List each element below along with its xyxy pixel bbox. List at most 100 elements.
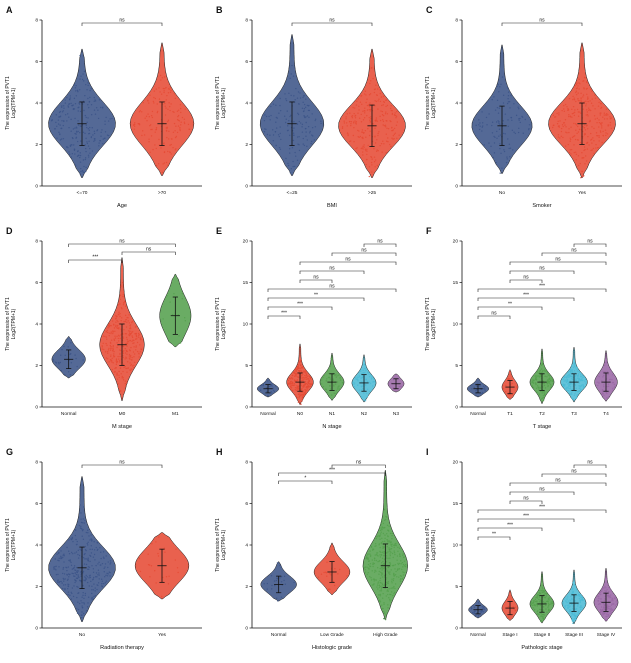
error-bar — [473, 605, 483, 615]
panel-D: D 0 2 4 6 8 The expression of PVT1Log2(TPM+1) M… — [5, 226, 202, 430]
x-tick-label: T1 — [507, 411, 513, 417]
y-tick-label: 5 — [455, 363, 458, 369]
significance-label: ** — [314, 293, 318, 299]
error-bar — [170, 296, 180, 335]
significance-label: ** — [492, 532, 496, 538]
x-axis-title: Smoker — [532, 203, 551, 209]
significance-label: ns — [146, 247, 152, 253]
panel-I: I 0 5 10 15 20 The expression of PVT1Log2(TPM+… — [425, 447, 622, 651]
error-bar — [601, 592, 611, 612]
significance-label: ns — [539, 487, 545, 493]
significance-bracket — [68, 259, 123, 263]
y-tick-label: 5 — [245, 363, 248, 369]
error-bar — [601, 372, 611, 392]
y-tick-label: 2 — [245, 142, 248, 148]
x-tick-label: N1 — [329, 411, 335, 417]
x-tick-label: Yes — [158, 632, 166, 638]
significance-label: *** — [92, 255, 98, 261]
error-bar — [367, 104, 377, 147]
significance-bracket — [331, 252, 397, 256]
significance-label: ns — [119, 239, 125, 245]
error-bar — [295, 372, 305, 392]
error-bar — [77, 546, 87, 589]
jitter-points — [53, 504, 112, 619]
panel-E: E 0 5 10 15 20 The expression of PVT1Log2(TPM+… — [215, 226, 412, 430]
y-tick-label: 0 — [455, 184, 458, 190]
jitter-points — [101, 281, 143, 392]
jitter-points — [562, 582, 586, 624]
jitter-points — [162, 292, 187, 344]
jitter-points — [138, 536, 179, 598]
significance-bracket — [278, 480, 333, 484]
y-tick-label: 8 — [245, 460, 248, 466]
x-axis-title: Histologic grade — [312, 645, 352, 651]
y-tick-label: 8 — [245, 18, 248, 24]
y-tick-label: 2 — [35, 363, 38, 369]
significance-bracket — [501, 22, 583, 26]
significance-label: ns — [523, 496, 529, 502]
y-tick-label: 8 — [35, 239, 38, 245]
x-tick-label: High Grade — [373, 632, 398, 638]
significance-label: ns — [539, 18, 545, 24]
error-bar — [391, 378, 401, 390]
y-tick-label: 0 — [245, 184, 248, 190]
significance-bracket — [331, 464, 386, 468]
y-axis-title: The expression of PVT1Log2(TPM+1) — [215, 76, 227, 130]
panel-letter: B — [216, 5, 223, 15]
significance-label: ns — [587, 460, 593, 466]
x-tick-label: M1 — [172, 411, 179, 417]
jitter-points — [530, 587, 554, 623]
significance-label: *** — [281, 311, 287, 317]
significance-bracket — [509, 482, 607, 486]
significance-label: ns — [571, 248, 577, 254]
y-tick-label: 20 — [453, 460, 459, 466]
x-tick-label: Normal — [260, 411, 275, 417]
significance-bracket — [267, 297, 365, 301]
significance-bracket — [299, 270, 365, 274]
y-tick-label: 8 — [35, 18, 38, 24]
significance-label: *** — [539, 284, 545, 290]
significance-label: * — [304, 476, 306, 482]
x-axis-title: M stage — [112, 424, 132, 430]
panel-letter: F — [426, 226, 432, 236]
error-bar — [287, 101, 297, 146]
panel-G: G 0 2 4 6 8 The expression of PVT1Log2(TPM+1) R… — [5, 447, 202, 651]
error-bar — [569, 594, 579, 612]
significance-bracket — [477, 518, 575, 522]
significance-label: ns — [345, 257, 351, 263]
y-tick-label: 0 — [35, 405, 38, 411]
jitter-points — [390, 379, 403, 391]
error-bar — [380, 543, 390, 588]
jitter-points — [133, 74, 191, 173]
x-tick-label: Stage I — [502, 632, 517, 638]
significance-bracket — [477, 315, 511, 319]
panel-C: C 0 2 4 6 8 The expression of PVT1Log2(TPM+1) S… — [425, 5, 622, 209]
significance-label: *** — [507, 523, 513, 529]
significance-bracket — [278, 472, 386, 476]
y-tick-label: 0 — [35, 626, 38, 632]
y-axis-title: The expression of PVT1Log2(TPM+1) — [425, 297, 437, 351]
y-tick-label: 10 — [453, 543, 459, 549]
x-tick-label: N2 — [361, 411, 367, 417]
x-tick-label: Low Grade — [320, 632, 344, 638]
significance-label: *** — [329, 468, 335, 474]
panel-F: F 0 5 10 15 20 The expression of PVT1Log2(TPM+… — [425, 226, 622, 430]
x-axis-title: Age — [117, 203, 127, 209]
y-tick-label: 6 — [455, 59, 458, 65]
significance-bracket — [363, 243, 397, 247]
significance-label: ns — [377, 239, 383, 245]
significance-bracket — [291, 22, 373, 26]
error-bar — [157, 548, 167, 583]
x-axis-title: Radiation therapy — [100, 645, 144, 651]
panel-B: B 0 2 4 6 8 The expression of PVT1Log2(TPM+1) B… — [215, 5, 412, 209]
significance-bracket — [477, 297, 575, 301]
y-tick-label: 4 — [35, 101, 38, 107]
panel-letter: C — [426, 5, 433, 15]
y-tick-label: 15 — [453, 501, 459, 507]
y-axis-title: The expression of PVT1Log2(TPM+1) — [5, 297, 17, 351]
error-bar — [64, 349, 74, 370]
error-bar — [537, 373, 547, 391]
y-tick-label: 15 — [453, 280, 459, 286]
x-tick-label: No — [499, 190, 505, 196]
jitter-points — [595, 577, 618, 621]
